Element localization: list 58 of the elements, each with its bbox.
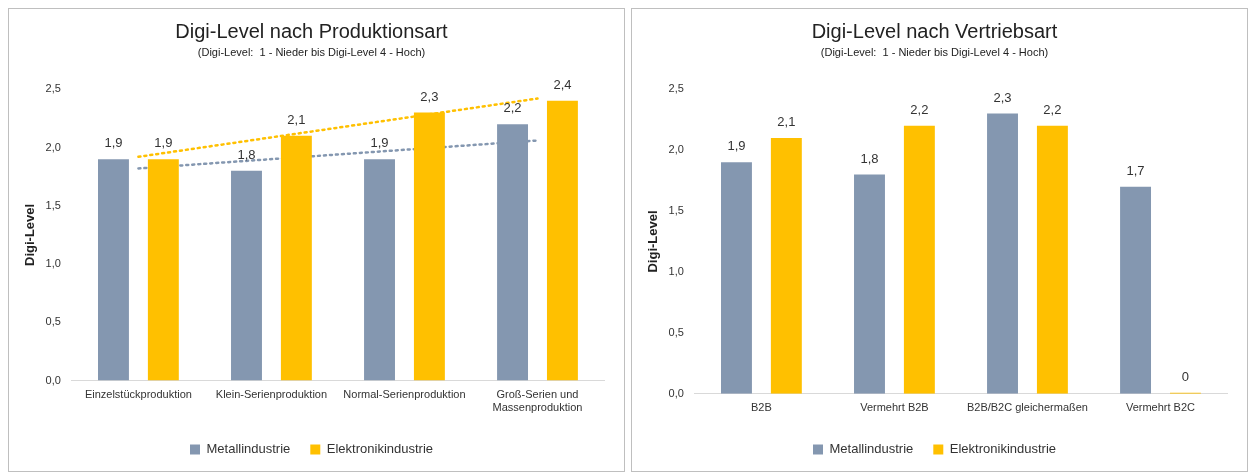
data-label: 2,2 — [503, 100, 522, 116]
y-axis-title: Digi-Level — [22, 203, 38, 266]
bar — [770, 137, 802, 394]
chart-title: Digi-Level nach Vertriebsart — [811, 19, 1058, 42]
x-tick-label: Einzelstückproduktion — [84, 388, 192, 401]
y-tick-label: 2,0 — [668, 143, 684, 156]
bar — [546, 100, 578, 381]
data-label: 2,3 — [420, 88, 439, 104]
legend-label: Metallindustrie — [206, 441, 291, 457]
bar — [854, 174, 885, 394]
bar — [1036, 125, 1068, 394]
y-axis-title: Digi-Level — [645, 210, 661, 273]
x-tick-label: Vermehrt B2B — [860, 401, 929, 414]
legend-label: Elektronikindustrie — [949, 441, 1057, 457]
y-tick-label: 1,0 — [668, 264, 684, 277]
data-label: 1,9 — [104, 135, 123, 151]
data-label: 2,4 — [553, 76, 572, 92]
data-label: 1,8 — [860, 150, 879, 166]
bar — [1120, 186, 1152, 394]
data-label: 2,3 — [993, 89, 1012, 105]
chart-subtitle: (Digi-Level: 1 - Nieder bis Digi-Level 4 - Hoch) — [197, 45, 426, 58]
y-tick-label: 1,5 — [45, 198, 61, 211]
x-tick-label: B2B — [751, 401, 772, 414]
data-label: 1,8 — [237, 146, 256, 162]
x-tick-label: Groß-Serien und Massenproduktion — [492, 388, 583, 414]
data-label: 1,9 — [154, 135, 173, 151]
bar — [903, 125, 935, 394]
data-label: 2,1 — [777, 114, 796, 130]
data-label: 2,1 — [287, 111, 306, 127]
y-tick-label: 2,5 — [668, 82, 684, 95]
data-label: 2,2 — [910, 101, 929, 117]
y-tick-label: 0,0 — [45, 373, 61, 386]
bar — [98, 159, 129, 381]
chart-subtitle: (Digi-Level: 1 - Nieder bis Digi-Level 4 - Hoch) — [820, 45, 1049, 58]
legend-label: Elektronikindustrie — [326, 441, 434, 457]
data-label: 1,9 — [370, 135, 389, 151]
bar — [721, 162, 752, 394]
y-tick-label: 2,5 — [45, 82, 61, 95]
y-tick-label: 0,5 — [668, 325, 684, 338]
data-label: 0 — [1181, 368, 1190, 384]
legend-label: Metallindustrie — [829, 441, 914, 457]
y-tick-label: 1,0 — [45, 257, 61, 270]
y-tick-label: 0,5 — [45, 315, 61, 328]
x-tick-label: Vermehrt B2C — [1125, 401, 1196, 414]
x-tick-label: B2B/B2C gleichermaßen — [966, 401, 1088, 414]
x-tick-label: Klein-Serienproduktion — [215, 388, 328, 401]
y-tick-label: 0,0 — [668, 386, 684, 399]
bar — [231, 170, 262, 381]
y-tick-label: 1,5 — [668, 204, 684, 217]
bar — [364, 159, 395, 381]
data-label: 2,2 — [1043, 101, 1062, 117]
x-tick-label: Normal-Serienproduktion — [343, 388, 466, 401]
chart-title: Digi-Level nach Produktionsart — [175, 19, 449, 42]
data-label: 1,7 — [1126, 162, 1145, 178]
data-label: 1,9 — [727, 138, 746, 154]
y-tick-label: 2,0 — [45, 140, 61, 153]
bar — [987, 113, 1018, 394]
bar — [147, 159, 179, 381]
